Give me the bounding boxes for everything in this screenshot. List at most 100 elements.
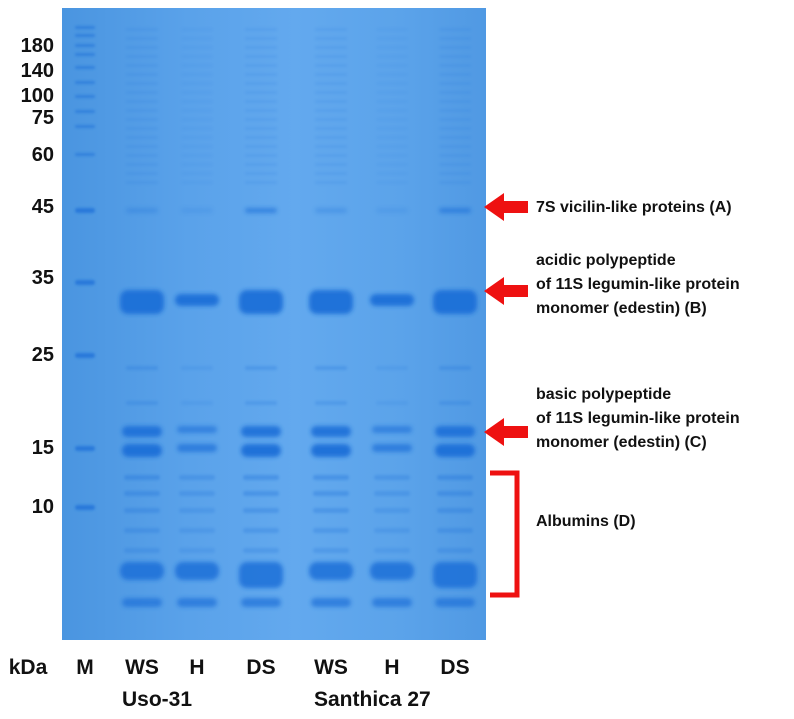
smear-band	[126, 172, 158, 175]
mw-label-100: 100	[20, 85, 54, 107]
mid-band	[376, 366, 408, 370]
annotation-c: basic polypeptide of 11S legumin-like pr…	[536, 383, 740, 455]
smear-band	[315, 91, 347, 94]
albumin-band	[313, 548, 349, 553]
band-7s	[126, 208, 158, 213]
smear-band	[439, 55, 471, 58]
smear-band	[245, 82, 277, 85]
smear-band	[126, 82, 158, 85]
smear-band	[181, 136, 213, 139]
band-11s-basic	[372, 426, 412, 433]
smear-band	[439, 136, 471, 139]
mid-band	[245, 366, 277, 370]
albumin-band	[124, 491, 160, 496]
band-7s	[181, 208, 213, 213]
smear-band	[315, 73, 347, 76]
smear-band	[439, 181, 471, 184]
smear-band	[245, 163, 277, 166]
smear-band	[181, 28, 213, 31]
marker-band	[75, 53, 95, 56]
albumin-band	[435, 598, 475, 607]
smear-band	[181, 64, 213, 67]
albumin-band	[374, 491, 410, 496]
marker-band	[75, 208, 95, 213]
smear-band	[315, 82, 347, 85]
smear-band	[439, 82, 471, 85]
lane-label-ws-2: WS	[314, 656, 348, 679]
smear-band	[439, 46, 471, 49]
smear-band	[439, 91, 471, 94]
lane-label-ds-2: DS	[440, 656, 470, 679]
annotation-b-line2: of 11S legumin-like protein	[536, 276, 740, 293]
lane-label-ws-1: WS	[125, 656, 159, 679]
smear-band	[126, 163, 158, 166]
albumin-band	[311, 598, 351, 607]
marker-band	[75, 34, 95, 37]
mid-band	[439, 366, 471, 370]
smear-band	[439, 28, 471, 31]
band-11s-acidic	[309, 290, 353, 314]
smear-band	[181, 154, 213, 157]
smear-band	[245, 73, 277, 76]
annotation-b: acidic polypeptide of 11S legumin-like p…	[536, 249, 740, 321]
band-11s-acidic	[175, 294, 219, 306]
albumin-band	[179, 528, 215, 533]
marker-band	[75, 44, 95, 47]
mid-band	[376, 401, 408, 405]
smear-band	[376, 127, 408, 130]
band-11s-basic	[435, 426, 475, 437]
smear-band	[315, 163, 347, 166]
smear-band	[245, 91, 277, 94]
band-11s-basic	[372, 444, 412, 452]
smear-band	[315, 172, 347, 175]
mw-label-15: 15	[31, 437, 54, 459]
marker-band	[75, 353, 95, 358]
mid-band	[315, 401, 347, 405]
smear-band	[376, 91, 408, 94]
smear-band	[245, 64, 277, 67]
annotation-d-line1: Albumins (D)	[536, 513, 636, 530]
smear-band	[315, 145, 347, 148]
albumin-band	[370, 562, 414, 580]
smear-band	[315, 100, 347, 103]
marker-band	[75, 125, 95, 128]
albumin-band	[239, 562, 283, 588]
mid-band	[315, 366, 347, 370]
band-11s-acidic	[370, 294, 414, 306]
smear-band	[126, 181, 158, 184]
annotation-c-line1: basic polypeptide	[536, 386, 672, 403]
albumin-band	[124, 528, 160, 533]
albumin-band	[124, 508, 160, 513]
mid-band	[181, 401, 213, 405]
mw-label-45: 45	[31, 196, 54, 218]
smear-band	[126, 46, 158, 49]
smear-band	[181, 73, 213, 76]
albumin-band	[437, 508, 473, 513]
albumin-band	[437, 528, 473, 533]
smear-band	[181, 109, 213, 112]
mw-label-35: 35	[31, 267, 54, 289]
band-11s-basic	[122, 426, 162, 437]
smear-band	[126, 136, 158, 139]
lane-label-h-1: H	[189, 656, 205, 679]
smear-band	[376, 154, 408, 157]
smear-band	[126, 145, 158, 148]
smear-band	[245, 37, 277, 40]
smear-band	[126, 37, 158, 40]
smear-band	[376, 181, 408, 184]
smear-band	[376, 55, 408, 58]
smear-band	[315, 136, 347, 139]
smear-band	[376, 172, 408, 175]
albumin-band	[372, 598, 412, 607]
unit-label: kDa	[8, 656, 48, 679]
smear-band	[126, 91, 158, 94]
albumin-band	[124, 475, 160, 480]
smear-band	[181, 127, 213, 130]
annotation-b-line3: monomer (edestin) (B)	[536, 300, 707, 317]
lane-label-m: M	[76, 656, 94, 679]
marker-band	[75, 95, 95, 98]
albumin-band	[122, 598, 162, 607]
lane-label-h-2: H	[384, 656, 400, 679]
band-11s-basic	[311, 426, 351, 437]
smear-band	[376, 46, 408, 49]
